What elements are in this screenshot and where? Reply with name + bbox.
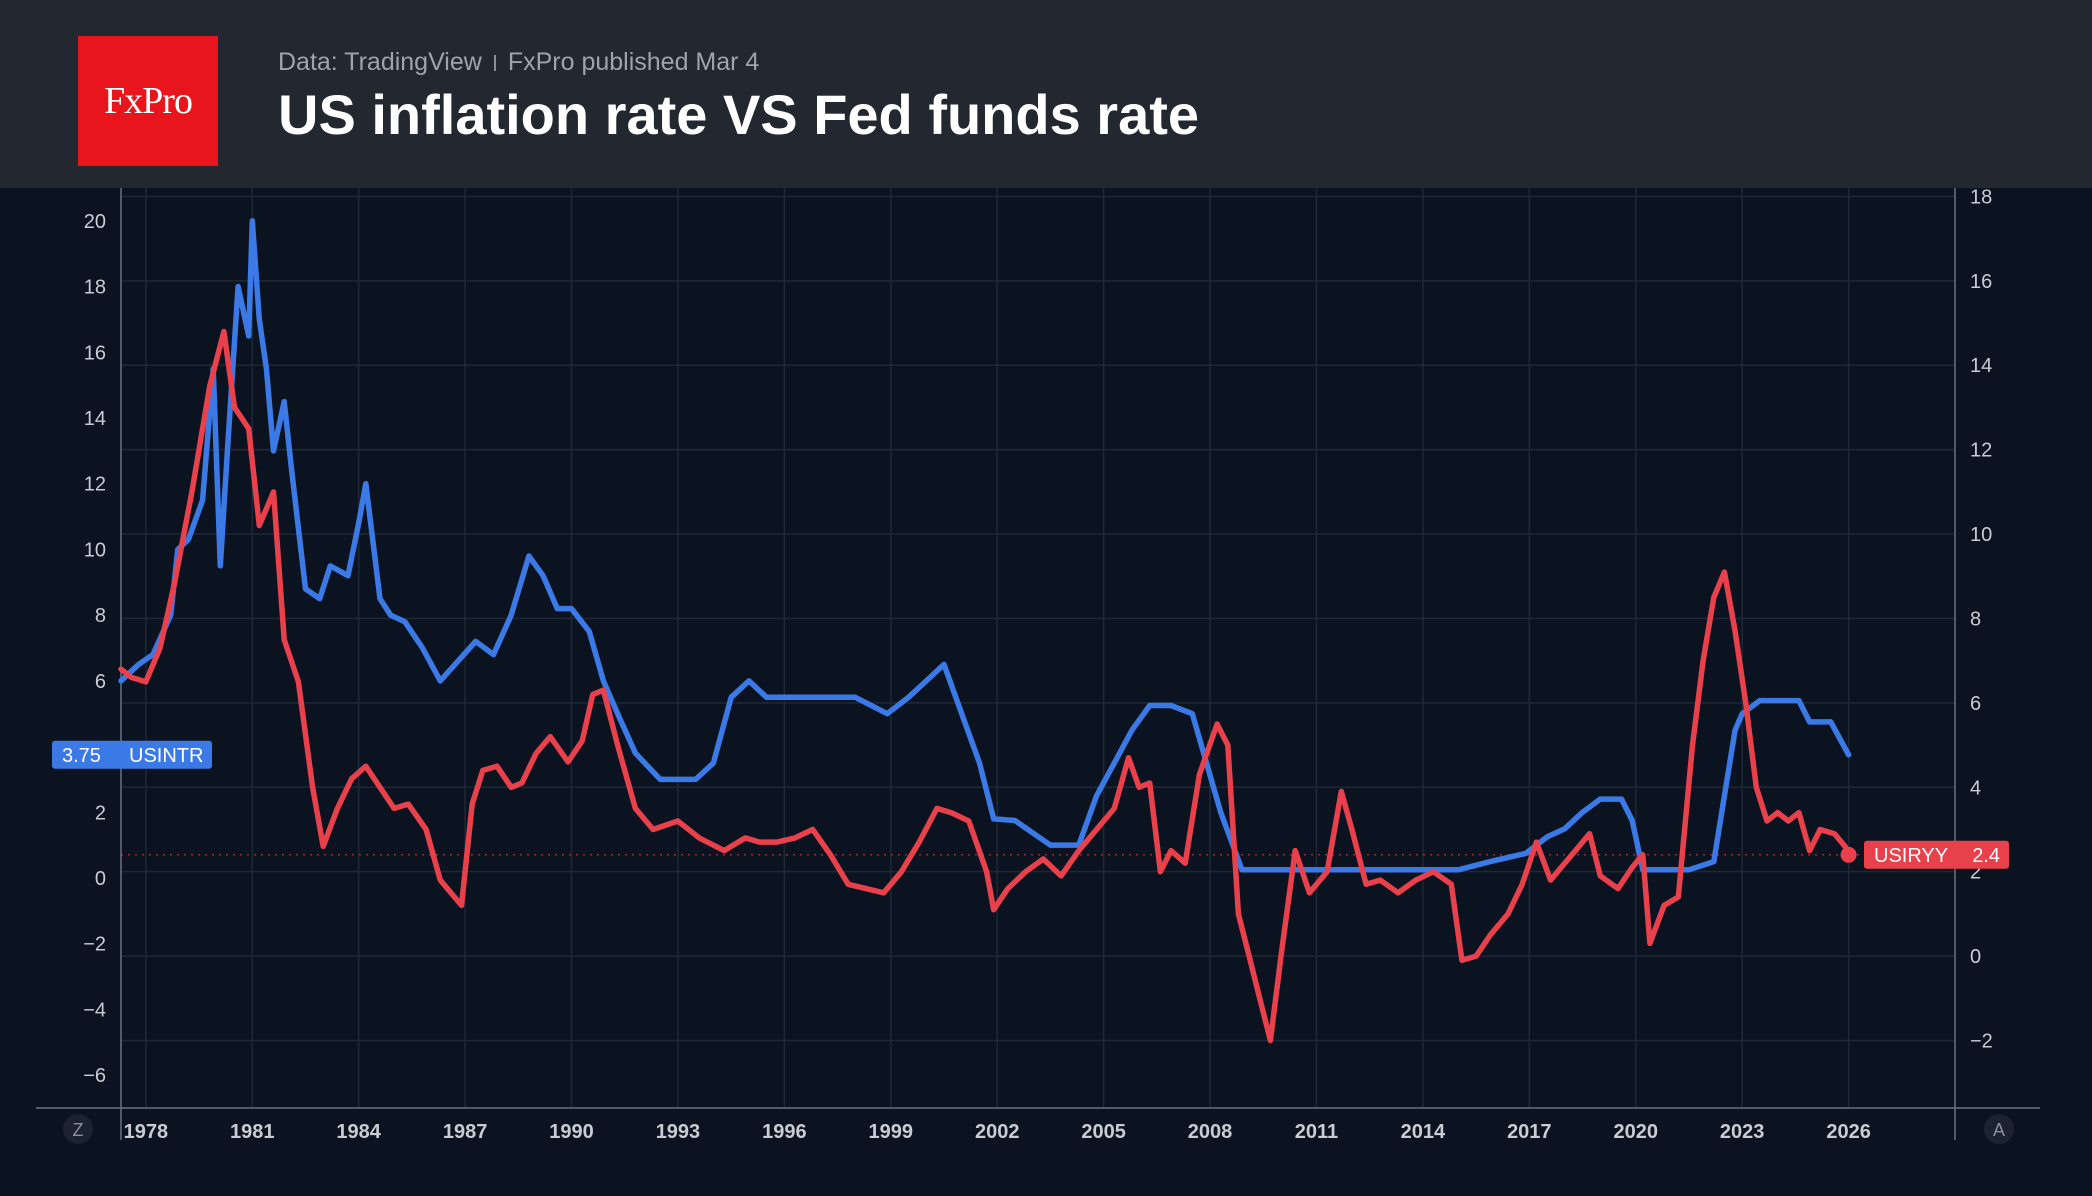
left-axis-tick-label: 20 xyxy=(84,211,106,233)
x-tick-label: 1981 xyxy=(230,1121,275,1143)
scale-z-button-label: Z xyxy=(73,1120,84,1140)
x-tick-label: 1999 xyxy=(869,1121,914,1143)
left-axis-tick-label: −6 xyxy=(83,1065,106,1087)
tick-labels: 1978 1981 1984 1987 1990 1993 1996 1999 2002 2005… xyxy=(83,188,1993,1143)
usiryy-tag-name: USIRYY xyxy=(1874,845,1948,867)
right-axis-tick-label: 14 xyxy=(1970,355,1992,377)
x-tick-label: 1996 xyxy=(762,1121,807,1143)
usintr-tag xyxy=(52,740,212,769)
x-tick-label: 2017 xyxy=(1507,1121,1552,1143)
right-axis-tick-label: 10 xyxy=(1970,524,1992,546)
grid-lines xyxy=(121,188,1955,1108)
right-axis-tick-label: 6 xyxy=(1970,693,1981,715)
right-axis-tick-label: 8 xyxy=(1970,608,1981,630)
auto-scale-button[interactable] xyxy=(1984,1114,2014,1144)
usintr-tag-name: USINTR xyxy=(129,745,203,767)
x-tick-label: 1978 xyxy=(124,1121,169,1143)
right-axis-tick-label: −2 xyxy=(1970,1030,1993,1052)
left-axis-tick-label: 6 xyxy=(95,671,106,693)
x-tick-label: 2014 xyxy=(1401,1121,1446,1143)
x-tick-label: 2005 xyxy=(1081,1121,1126,1143)
x-tick-label: 1984 xyxy=(336,1121,381,1143)
right-axis-tick-label: 0 xyxy=(1970,946,1981,968)
left-axis-tick-label: 2 xyxy=(95,802,106,824)
x-tick-label: 2023 xyxy=(1720,1121,1765,1143)
left-axis-tick-label: 18 xyxy=(84,277,106,299)
chart-title: US inflation rate VS Fed funds rate xyxy=(278,83,1200,146)
right-axis-tick-label: 18 xyxy=(1970,188,1992,208)
auto-scale-button-label: A xyxy=(1993,1120,2005,1140)
logo-text: FxPro xyxy=(104,80,193,122)
series-end-marker xyxy=(1840,846,1857,863)
x-tick-label: 1987 xyxy=(443,1121,488,1143)
usiryy-tag-value: 2.4 xyxy=(1972,845,2000,867)
usintr-tag-value: 3.75 xyxy=(62,745,101,767)
x-tick-label: 2011 xyxy=(1295,1121,1338,1143)
data-source-line: Data: TradingView FxPro published Mar 4 xyxy=(278,48,759,77)
left-axis-tick-label: 12 xyxy=(84,474,106,496)
left-axis-tick-label: −4 xyxy=(83,999,106,1021)
axes xyxy=(36,188,2040,1140)
chart-header: FxPro Data: TradingView FxPro published … xyxy=(0,0,2092,188)
last-value-tags: 3.75 USINTR USIRYY 2.4 xyxy=(52,740,2009,869)
left-axis-tick-label: 16 xyxy=(84,342,106,364)
right-axis-tick-label: 4 xyxy=(1970,777,1981,799)
x-tick-label: 2002 xyxy=(975,1121,1020,1143)
left-axis-tick-label: 8 xyxy=(95,605,106,627)
x-tick-label: 1993 xyxy=(656,1121,701,1143)
right-axis-tick-label: 16 xyxy=(1970,271,1992,293)
fxpro-logo: FxPro xyxy=(78,36,218,166)
series-layer xyxy=(118,218,1857,1044)
source-separator xyxy=(493,54,496,71)
left-axis-tick-label: 14 xyxy=(84,408,106,430)
published-date: FxPro published Mar 4 xyxy=(507,48,760,76)
right-axis-tick-label: 12 xyxy=(1970,440,1992,462)
left-axis-tick-label: −2 xyxy=(83,934,106,956)
series-usintr xyxy=(118,218,1852,873)
x-tick-label: 2008 xyxy=(1188,1121,1233,1143)
left-axis-tick-label: 10 xyxy=(84,539,106,561)
left-axis-tick-label: 0 xyxy=(95,868,106,890)
chart-area[interactable]: 1978 1981 1984 1987 1990 1993 1996 1999 2002 2005… xyxy=(0,188,2092,1196)
plot-background xyxy=(121,188,1955,1108)
scale-z-button[interactable] xyxy=(63,1114,93,1144)
x-tick-label: 2020 xyxy=(1613,1121,1658,1143)
data-source: Data: TradingView xyxy=(278,48,482,76)
x-tick-label: 2026 xyxy=(1826,1121,1871,1143)
right-axis-tick-label: 2 xyxy=(1970,862,1981,884)
series-usiryy xyxy=(118,328,1852,1044)
x-tick-label: 1990 xyxy=(549,1121,594,1143)
usiryy-tag xyxy=(1864,840,2009,869)
